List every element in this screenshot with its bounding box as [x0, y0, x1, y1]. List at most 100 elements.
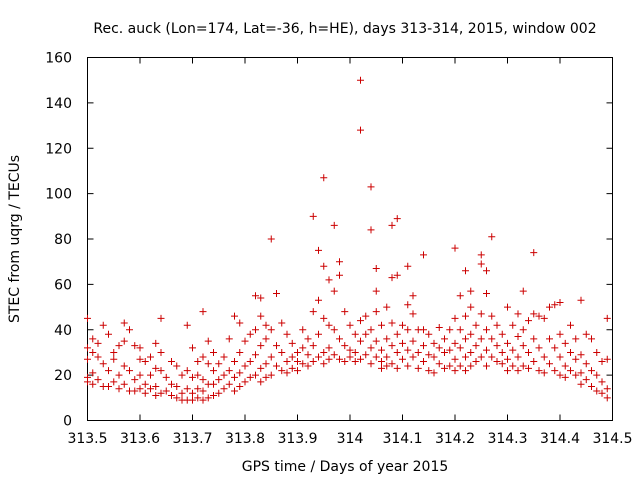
data-point	[425, 367, 433, 375]
data-point	[383, 362, 391, 370]
data-point	[330, 221, 338, 229]
data-point	[446, 326, 454, 334]
data-point	[593, 348, 601, 356]
data-point	[294, 348, 301, 356]
data-point	[378, 364, 385, 372]
data-point	[362, 351, 370, 359]
data-point	[483, 346, 490, 354]
data-point	[462, 353, 469, 361]
data-point	[246, 373, 254, 381]
data-point	[514, 353, 522, 361]
data-point	[493, 358, 501, 366]
y-tick-label: 0	[63, 414, 72, 430]
data-point	[115, 342, 123, 350]
data-point	[341, 308, 349, 316]
data-point	[262, 360, 270, 368]
data-point	[99, 360, 107, 368]
data-point	[288, 364, 296, 372]
data-point	[477, 251, 485, 259]
data-point	[304, 362, 312, 370]
data-point	[84, 344, 91, 352]
data-point	[456, 344, 464, 352]
data-point	[393, 215, 401, 223]
data-point	[456, 292, 464, 300]
data-point	[556, 371, 564, 379]
data-point	[598, 378, 606, 386]
data-point	[194, 358, 202, 366]
data-point	[525, 348, 532, 356]
data-point	[110, 348, 118, 356]
data-point	[367, 183, 375, 191]
data-point	[525, 317, 532, 325]
data-point	[498, 330, 506, 338]
data-point	[173, 382, 181, 390]
data-point	[393, 364, 401, 372]
data-point	[283, 358, 291, 366]
data-point	[467, 348, 475, 356]
data-point	[399, 339, 406, 347]
data-point	[241, 362, 249, 370]
data-point	[257, 364, 265, 372]
data-point	[383, 303, 391, 311]
data-point	[173, 362, 181, 370]
data-point	[157, 314, 165, 322]
data-point	[467, 303, 475, 311]
data-point	[210, 348, 217, 356]
data-point	[157, 348, 165, 356]
data-point	[204, 337, 212, 345]
data-point	[477, 260, 485, 268]
data-point	[126, 326, 133, 334]
data-point	[420, 342, 427, 350]
data-point	[535, 312, 543, 320]
data-point	[178, 389, 186, 397]
data-point	[120, 319, 128, 327]
data-point	[236, 319, 244, 327]
x-tick-label: 313.5	[67, 431, 107, 447]
data-point	[105, 382, 112, 390]
data-point	[404, 346, 412, 354]
data-point	[183, 321, 191, 329]
data-point	[252, 371, 259, 379]
data-point	[441, 364, 448, 372]
data-point	[603, 314, 611, 322]
data-point	[467, 287, 475, 295]
data-point	[467, 330, 475, 338]
data-point	[514, 367, 522, 375]
data-point	[346, 353, 354, 361]
data-point	[94, 353, 102, 361]
data-point	[236, 369, 244, 377]
data-point	[320, 262, 328, 270]
data-point	[441, 348, 448, 356]
data-point	[336, 258, 343, 266]
data-point	[225, 367, 233, 375]
x-tick-label: 314.5	[592, 431, 632, 447]
data-point	[309, 212, 317, 220]
data-point	[462, 367, 469, 375]
data-point	[194, 394, 202, 402]
data-point	[556, 330, 564, 338]
y-tick-label: 100	[45, 187, 72, 203]
data-point	[115, 371, 123, 379]
x-tick-label: 314.2	[435, 431, 475, 447]
data-point	[472, 358, 480, 366]
data-point	[168, 358, 175, 366]
data-point	[315, 330, 322, 338]
data-series	[84, 76, 611, 404]
data-point	[225, 335, 233, 343]
y-axis-label: STEC from uqrg / TECUs	[7, 155, 23, 323]
data-point	[231, 358, 238, 366]
data-point	[388, 274, 396, 282]
data-point	[467, 362, 475, 370]
data-point	[299, 344, 307, 352]
data-point	[152, 339, 160, 347]
data-point	[404, 301, 412, 309]
data-point	[336, 355, 343, 363]
data-point	[404, 362, 412, 370]
data-point	[152, 364, 160, 372]
data-point	[357, 126, 364, 134]
data-point	[294, 358, 301, 366]
data-point	[420, 326, 427, 334]
data-point	[120, 362, 128, 370]
data-point	[168, 392, 175, 400]
